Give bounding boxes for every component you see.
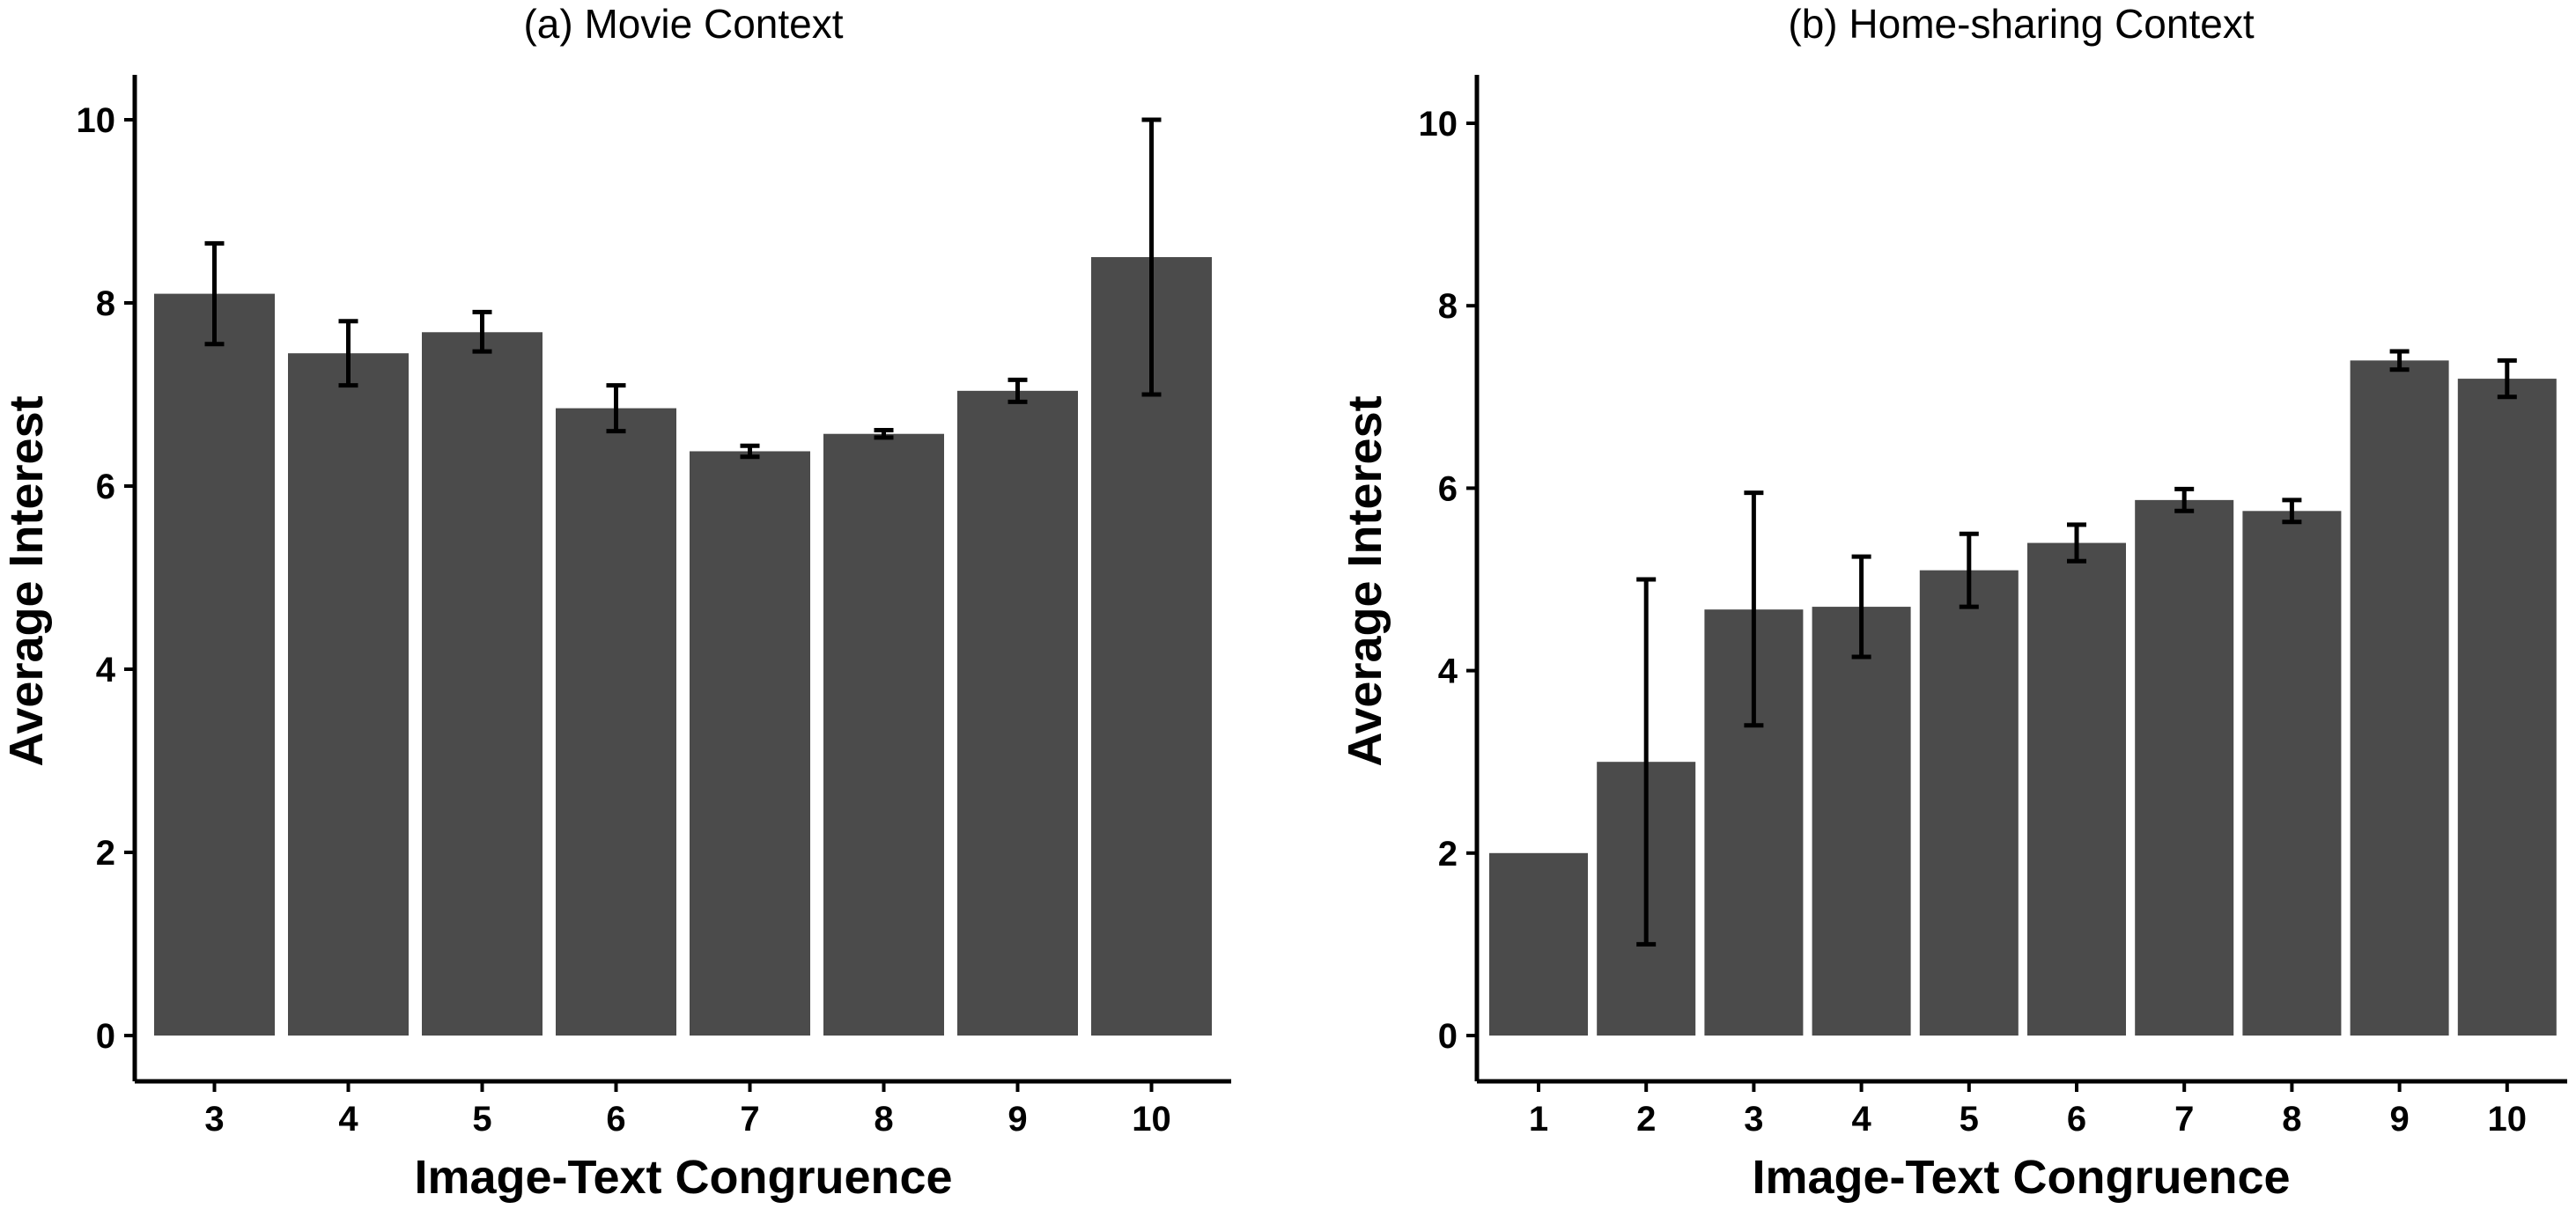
- bar: [957, 390, 1078, 1036]
- error-bar: [2174, 486, 2195, 513]
- x-tick-label: 10: [2488, 1100, 2528, 1139]
- bar: [422, 332, 543, 1036]
- bar-group: [1489, 360, 2557, 1036]
- bar: [2350, 360, 2449, 1036]
- x-axis-ticks: 3 4 5 6 7 8 9 10: [204, 1081, 1171, 1139]
- y-tick-label: 0: [96, 1017, 115, 1056]
- y-tick-label: 2: [96, 834, 115, 873]
- y-tick-label: 10: [77, 101, 116, 140]
- x-tick-label: 8: [874, 1100, 893, 1139]
- error-bar: [1636, 577, 1657, 947]
- error-bar: [606, 383, 626, 434]
- error-bar: [472, 309, 492, 354]
- error-bar: [1959, 531, 1979, 609]
- error-bar-group: [204, 117, 1162, 460]
- x-tick-label: 1: [1529, 1100, 1548, 1139]
- error-bar: [874, 428, 894, 440]
- error-bar: [740, 443, 760, 460]
- y-tick-label: 4: [1438, 652, 1458, 691]
- error-bar: [1851, 554, 1871, 660]
- x-tick-label: 4: [1851, 1100, 1871, 1139]
- x-axis-title: Image-Text Congruence: [1752, 1151, 2290, 1204]
- x-tick-label: 2: [1636, 1100, 1656, 1139]
- y-axis-ticks: 0 2 4 6 8 10: [1419, 105, 1477, 1056]
- y-axis-title: Average Interest: [0, 395, 53, 766]
- y-tick-label: 8: [96, 284, 115, 323]
- x-tick-label: 3: [204, 1100, 224, 1139]
- x-tick-label: 5: [1960, 1100, 1979, 1139]
- x-tick-label: 7: [2174, 1100, 2194, 1139]
- bar: [154, 293, 275, 1036]
- error-bar: [2282, 498, 2302, 525]
- bar: [556, 408, 676, 1036]
- error-bar: [1008, 377, 1028, 404]
- x-tick-label: 8: [2282, 1100, 2301, 1139]
- x-tick-label: 9: [1008, 1100, 1027, 1139]
- y-axis-ticks: 0 2 4 6 8 10: [77, 101, 135, 1056]
- bar: [690, 451, 810, 1036]
- bar: [1919, 570, 2019, 1036]
- x-tick-label: 4: [338, 1100, 358, 1139]
- y-tick-label: 8: [1438, 287, 1458, 326]
- error-bar-group: [1636, 349, 2517, 947]
- x-tick-label: 5: [472, 1100, 491, 1139]
- error-bar: [2067, 522, 2086, 564]
- error-bar: [1141, 117, 1162, 397]
- bar: [823, 433, 944, 1036]
- y-tick-label: 0: [1438, 1017, 1458, 1056]
- bar: [288, 353, 409, 1036]
- chart-panel-movie: (a) Movie Context Average Interest Image…: [0, 1, 1231, 1204]
- error-bar: [204, 240, 225, 347]
- x-axis-title: Image-Text Congruence: [414, 1151, 952, 1204]
- x-tick-label: 7: [740, 1100, 759, 1139]
- bar: [2027, 542, 2126, 1036]
- x-tick-label: 10: [1132, 1100, 1171, 1139]
- bar: [2242, 511, 2342, 1036]
- x-tick-label: 9: [2389, 1100, 2409, 1139]
- y-tick-label: 10: [1419, 105, 1458, 144]
- chart-panel-home-sharing: (b) Home-sharing Context Average Interes…: [1339, 1, 2567, 1204]
- y-tick-label: 2: [1438, 835, 1458, 874]
- y-tick-label: 6: [96, 468, 115, 506]
- y-axis-title: Average Interest: [1339, 395, 1391, 766]
- chart-title: (a) Movie Context: [523, 1, 843, 47]
- x-axis-ticks: 1 2 3 4 5 6 7 8 9 10: [1529, 1081, 2527, 1139]
- y-tick-label: 6: [1438, 469, 1458, 508]
- bar: [2135, 499, 2234, 1036]
- y-tick-label: 4: [96, 651, 116, 689]
- error-bar: [2497, 358, 2517, 400]
- bar: [1489, 852, 1588, 1036]
- bar: [1812, 607, 1911, 1036]
- x-tick-label: 6: [606, 1100, 625, 1139]
- x-tick-label: 6: [2067, 1100, 2086, 1139]
- x-tick-label: 3: [1744, 1100, 1763, 1139]
- error-bar: [338, 319, 358, 388]
- error-bar: [2389, 349, 2410, 372]
- bar-group: [154, 257, 1212, 1036]
- error-bar: [1744, 490, 1764, 728]
- chart-title: (b) Home-sharing Context: [1788, 1, 2254, 47]
- bar: [2457, 379, 2557, 1036]
